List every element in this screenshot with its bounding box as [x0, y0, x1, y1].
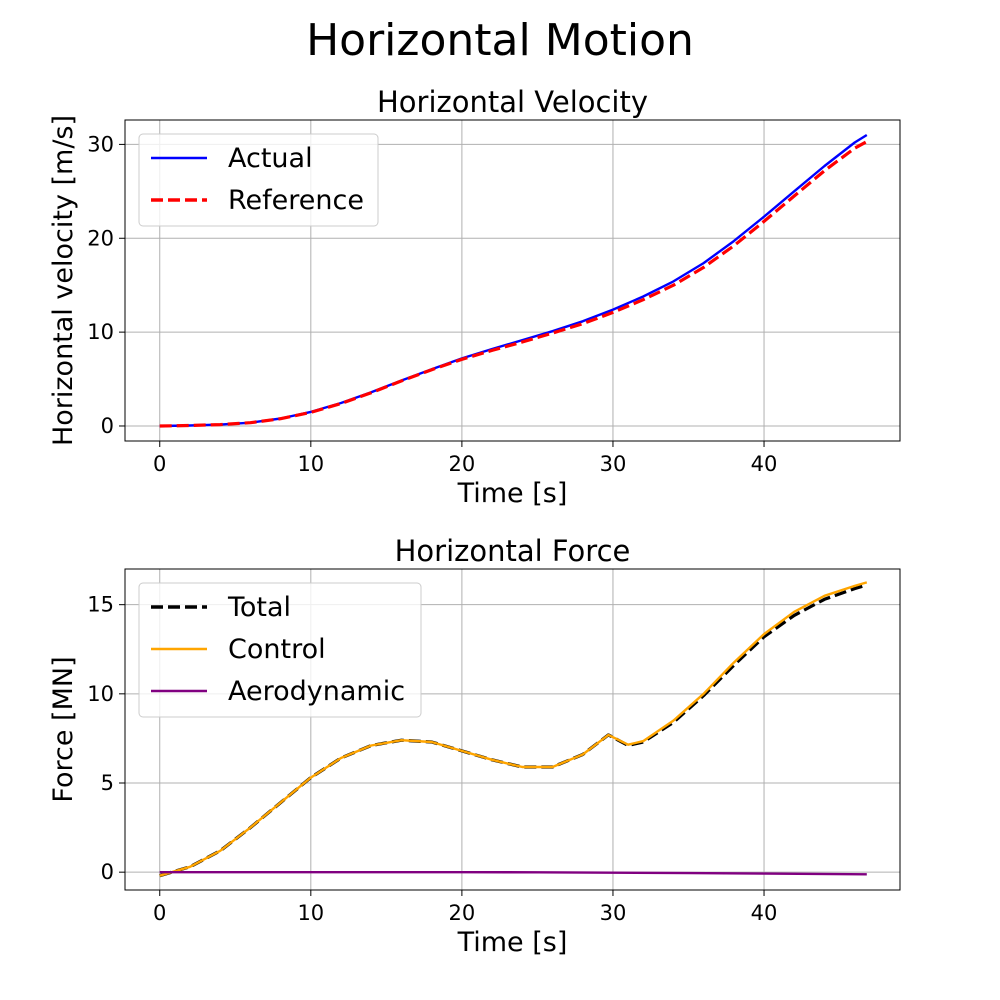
chart-1: 0 10 20 30 40 0 10 20 30 Horizontal Velocity Time … — [48, 85, 901, 509]
y-tick-label: 5 — [101, 771, 114, 795]
legend-label-aerodynamic: Aerodynamic — [228, 676, 405, 707]
x-tick-label: 0 — [153, 901, 166, 925]
x-tick-label: 10 — [297, 901, 324, 925]
y-axis-label: Horizontal velocity [m/s] — [48, 115, 79, 446]
series-line-aerodynamic — [159, 871, 867, 876]
x-tick-label: 40 — [751, 901, 778, 925]
y-axis-label: Force [MN] — [48, 656, 79, 802]
legend: Actual Reference — [138, 133, 379, 227]
y-tick-label: 15 — [87, 593, 114, 617]
y-tick-label: 0 — [101, 860, 114, 884]
legend: Total Control Aerodynamic — [138, 582, 422, 718]
x-tick-label: 20 — [449, 452, 476, 476]
axes-frame — [124, 119, 901, 442]
y-tick-label: 10 — [87, 682, 114, 706]
chart-title: Horizontal Force — [395, 534, 631, 568]
y-tick-label: 0 — [101, 414, 114, 438]
legend-box — [138, 582, 422, 718]
x-tick-label: 40 — [751, 452, 778, 476]
charts-container: 0 10 20 30 40 0 10 20 30 Horizontal Velocity Time … — [48, 85, 901, 958]
series-line-reference — [159, 140, 868, 428]
x-tick-label: 0 — [153, 452, 166, 476]
axes-frame — [124, 568, 901, 891]
x-tick-label: 20 — [449, 901, 476, 925]
y-tick-label: 30 — [87, 132, 114, 156]
y-tick-label: 10 — [87, 320, 114, 344]
legend-label-reference: Reference — [228, 185, 364, 216]
x-tick-label: 30 — [600, 901, 627, 925]
legend-label-actual: Actual — [228, 143, 313, 174]
chart-title: Horizontal Velocity — [377, 85, 648, 119]
legend-label-total: Total — [227, 592, 291, 623]
y-tick-label: 20 — [87, 226, 114, 250]
figure-title: Horizontal Motion — [306, 15, 694, 66]
x-axis-label: Time [s] — [457, 478, 568, 509]
x-tick-label: 10 — [297, 452, 324, 476]
x-tick-label: 30 — [600, 452, 627, 476]
legend-label-control: Control — [228, 634, 326, 665]
chart-2: 0 10 20 30 40 0 5 10 15 Horizontal Force Time [s] F… — [48, 534, 901, 958]
series-line-control — [159, 581, 868, 877]
x-axis-label: Time [s] — [457, 927, 568, 958]
